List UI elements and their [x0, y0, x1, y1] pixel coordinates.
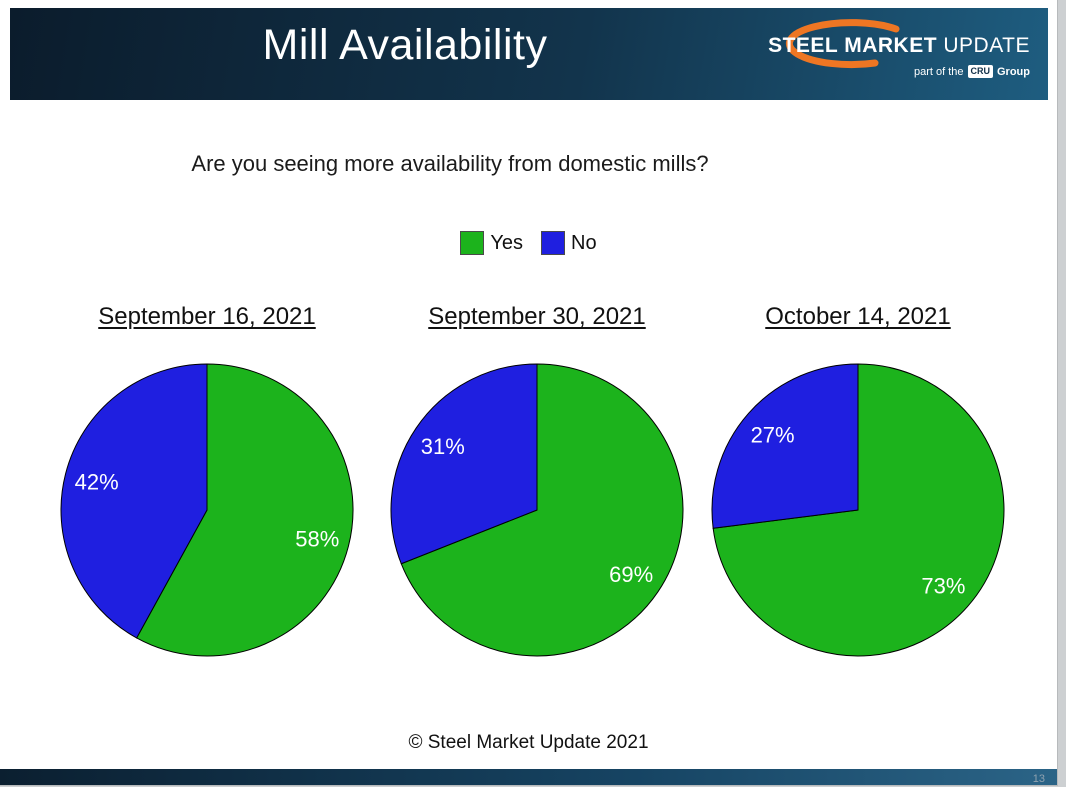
legend-item-yes: Yes	[460, 231, 523, 255]
pie-slice-label: 42%	[75, 470, 119, 495]
pie-slice-label: 69%	[609, 562, 653, 587]
chart-legend: Yes No	[0, 231, 1057, 255]
legend-label-yes: Yes	[490, 231, 524, 254]
copyright-text: © Steel Market Update 2021	[408, 732, 649, 753]
tagline-prefix: part of the	[913, 65, 964, 78]
chart-block-sep16: September 16, 2021 58% 42%	[57, 303, 357, 665]
pie-slice-no	[60, 363, 208, 639]
survey-question: Are you seeing more availability from do…	[191, 151, 709, 176]
pie-slice-label: 73%	[921, 573, 965, 598]
pie-slice-label: 58%	[295, 526, 339, 551]
legend-label-no: No	[571, 231, 597, 254]
pie-chart: 73% 27%	[711, 363, 1005, 657]
logo-wordmark: STEEL MARKET UPDATE	[768, 19, 1030, 69]
smu-logo: STEEL MARKET UPDATE part of the CRU Grou…	[768, 19, 1030, 78]
logo-word-market: MARKET	[844, 34, 938, 57]
page-title: Mill Availability	[262, 21, 548, 69]
chart-block-oct14: October 14, 2021 73% 27%	[708, 303, 1008, 665]
chart-title: September 30, 2021	[428, 303, 646, 330]
tagline-suffix: Group	[997, 65, 1030, 78]
logo-word-update: UPDATE	[943, 34, 1030, 57]
pie-slice-label: 31%	[421, 434, 465, 459]
pie-slice-label: 27%	[751, 423, 795, 448]
logo-word-steel: STEEL	[768, 34, 838, 57]
logo-tagline: part of the CRU Group	[768, 65, 1030, 78]
pie-slice-no	[711, 363, 859, 529]
bottom-bar: 13	[0, 769, 1057, 785]
pie-slice-yes	[135, 363, 354, 657]
pie-slice-yes	[400, 363, 684, 657]
legend-swatch-yes	[460, 231, 485, 255]
chart-block-sep30: September 30, 2021 69% 31%	[387, 303, 687, 665]
pie-chart: 69% 31%	[390, 363, 684, 657]
logo-swoosh-icon	[786, 19, 900, 69]
pie-slice-no	[390, 363, 538, 565]
legend-item-no: No	[541, 231, 597, 255]
chart-title: September 16, 2021	[98, 303, 316, 330]
pie-chart: 58% 42%	[60, 363, 354, 657]
chart-title: October 14, 2021	[765, 303, 951, 330]
slide-header: Mill Availability STEEL MARKET UPDATE pa…	[10, 8, 1048, 100]
legend-swatch-no	[541, 231, 566, 255]
cru-badge: CRU	[967, 65, 993, 78]
page-number: 13	[1032, 773, 1045, 785]
pie-slice-yes	[712, 363, 1005, 657]
